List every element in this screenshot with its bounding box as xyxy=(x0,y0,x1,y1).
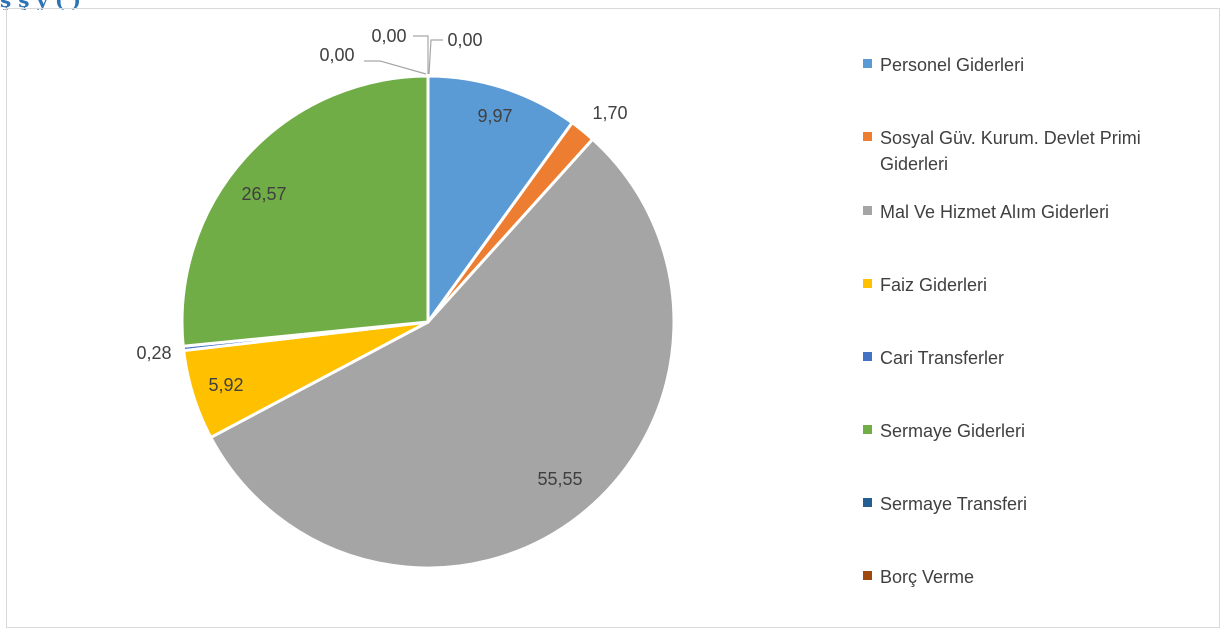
data-label-1: 1,70 xyxy=(592,103,627,123)
legend-item: Sermaye Giderleri xyxy=(863,418,1200,444)
legend-swatch xyxy=(863,498,872,507)
legend-item: Sermaye Transferi xyxy=(863,491,1200,517)
data-label-2: 55,55 xyxy=(537,469,582,489)
data-label-3: 5,92 xyxy=(208,375,243,395)
chart-title-fragment: ş ş y ( ) xyxy=(0,0,600,10)
legend-item: Cari Transferler xyxy=(863,345,1200,371)
legend-swatch xyxy=(863,132,872,141)
pie-slice-sermaye-giderleri xyxy=(180,74,430,348)
legend-swatch xyxy=(863,352,872,361)
data-label-0: 9,97 xyxy=(477,106,512,126)
legend-item: Sosyal Güv. Kurum. Devlet Primi Giderler… xyxy=(863,125,1200,177)
leader-line-0 xyxy=(364,60,427,75)
legend-label: Sermaye Transferi xyxy=(880,494,1028,514)
legend-item: Mal Ve Hizmet Alım Giderleri xyxy=(863,199,1200,225)
legend-label: Borç Verme xyxy=(880,567,975,587)
legend-swatch xyxy=(863,571,872,580)
legend-swatch xyxy=(863,59,872,68)
data-label-7: 0,00 xyxy=(371,26,406,46)
legend-label: Cari Transferler xyxy=(880,348,1005,368)
data-label-4: 0,28 xyxy=(136,343,171,363)
data-label-8: 0,00 xyxy=(447,30,482,50)
pie-slice-personel-giderleri xyxy=(426,74,574,324)
leader-line-2 xyxy=(428,39,443,75)
legend-swatch xyxy=(863,206,872,215)
legend-swatch xyxy=(863,425,872,434)
data-label-6: 0,00 xyxy=(319,45,354,65)
leader-line-1 xyxy=(413,35,429,74)
legend-swatch xyxy=(863,279,872,288)
pie-slice-mal-ve-hizmet-al-m-giderleri xyxy=(209,137,676,570)
chart-frame xyxy=(6,8,1220,628)
data-label-5: 26,57 xyxy=(241,184,286,204)
legend-label: Faiz Giderleri xyxy=(880,275,988,295)
legend-item: Faiz Giderleri xyxy=(863,272,1200,298)
legend-label: Sosyal Güv. Kurum. Devlet Primi Giderler… xyxy=(880,128,1141,174)
legend-label: Sermaye Giderleri xyxy=(880,421,1026,441)
legend-item: Borç Verme xyxy=(863,564,1200,590)
legend-label: Mal Ve Hizmet Alım Giderleri xyxy=(880,202,1110,222)
legend-item: Personel Giderleri xyxy=(863,52,1200,78)
chart-legend: Personel Giderleri Sosyal Güv. Kurum. Dev… xyxy=(863,0,1213,632)
legend-label: Personel Giderleri xyxy=(880,55,1025,75)
